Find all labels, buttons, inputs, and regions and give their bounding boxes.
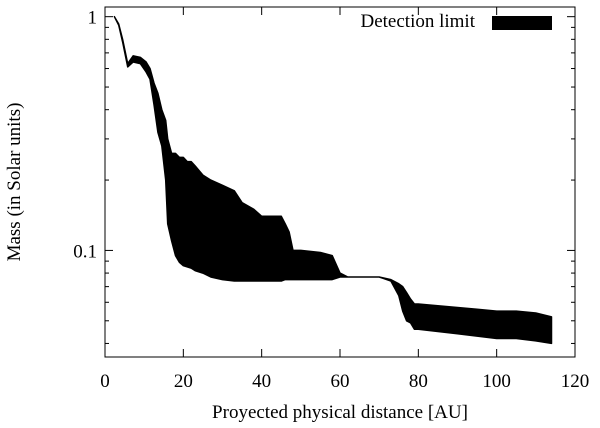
series-layer bbox=[113, 15, 553, 345]
x-tick-label: 100 bbox=[482, 371, 511, 392]
x-tick-label: 40 bbox=[252, 371, 271, 392]
x-tick-label: 120 bbox=[561, 371, 590, 392]
legend-swatch-detection-limit bbox=[492, 16, 552, 30]
ticks-layer: 0 20 40 60 80 100 120 0.1 1 bbox=[73, 7, 589, 392]
series-band-0 bbox=[113, 15, 553, 345]
y-tick-label: 0.1 bbox=[73, 241, 97, 262]
x-tick-label: 20 bbox=[174, 371, 193, 392]
x-tick-label: 60 bbox=[331, 371, 350, 392]
y-axis-label: Mass (in Solar units) bbox=[4, 103, 25, 262]
x-tick-label: 80 bbox=[409, 371, 428, 392]
y-tick-label: 1 bbox=[88, 8, 98, 29]
legend-label-detection-limit: Detection limit bbox=[360, 11, 475, 32]
x-tick-label: 0 bbox=[100, 371, 110, 392]
legend: Detection limit bbox=[360, 11, 552, 32]
x-axis-label: Proyected physical distance [AU] bbox=[212, 402, 468, 423]
